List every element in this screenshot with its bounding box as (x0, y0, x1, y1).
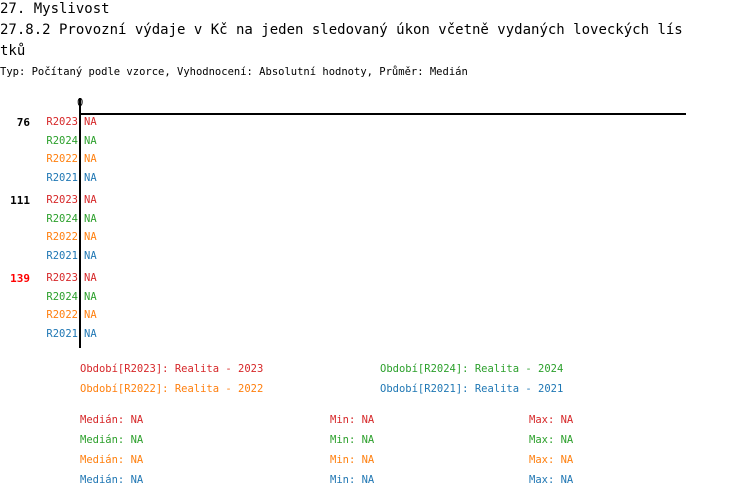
series-label: R2024 (46, 134, 78, 147)
stat-median: Medián: NA (80, 474, 144, 486)
value-label: NA (84, 171, 97, 184)
legend-entry: Období[R2021]: Realita - 2021 (380, 383, 564, 395)
stat-min: Min: NA (330, 454, 375, 466)
series-label: R2022 (46, 231, 78, 243)
group-label: 76 (16, 116, 30, 129)
value-label: NA (84, 116, 97, 128)
legend-entry: Období[R2024]: Realita - 2024 (380, 363, 564, 375)
chart-title-continued: tků (0, 43, 26, 59)
stat-max: Max: NA (529, 414, 574, 426)
stat-max: Max: NA (529, 434, 574, 446)
value-label: NA (84, 134, 97, 147)
group-label: 111 (10, 194, 30, 207)
value-label: NA (84, 212, 97, 225)
legend-entry: Období[R2022]: Realita - 2022 (80, 383, 264, 395)
series-label: R2022 (46, 309, 78, 321)
chart-subtitle: Typ: Počítaný podle vzorce, Vyhodnocení:… (0, 66, 468, 78)
section-title: 27. Myslivost (0, 1, 110, 17)
stat-median: Medián: NA (80, 414, 144, 426)
series-label: R2024 (46, 290, 78, 303)
series-label: R2023 (46, 116, 78, 128)
value-label: NA (84, 290, 97, 303)
value-label: NA (84, 249, 97, 262)
value-label: NA (84, 194, 97, 206)
stat-max: Max: NA (529, 454, 574, 466)
stat-min: Min: NA (330, 434, 375, 446)
value-label: NA (84, 231, 97, 243)
stat-min: Min: NA (330, 474, 375, 486)
chart-title: 27.8.2 Provozní výdaje v Kč na jeden sle… (0, 22, 683, 38)
value-label: NA (84, 309, 97, 321)
group-label: 139 (10, 272, 30, 285)
stat-max: Max: NA (529, 474, 574, 486)
series-label: R2024 (46, 212, 78, 225)
value-label: NA (84, 272, 97, 284)
x-axis-line (80, 113, 686, 115)
series-label: R2021 (46, 249, 78, 262)
stat-min: Min: NA (330, 414, 375, 426)
legend-entry: Období[R2023]: Realita - 2023 (80, 363, 264, 375)
value-label: NA (84, 153, 97, 165)
series-label: R2023 (46, 272, 78, 284)
series-label: R2022 (46, 153, 78, 165)
value-label: NA (84, 327, 97, 340)
series-label: R2021 (46, 327, 78, 340)
stat-median: Medián: NA (80, 434, 144, 446)
series-label: R2021 (46, 171, 78, 184)
series-label: R2023 (46, 194, 78, 206)
zero-axis-line (79, 98, 81, 348)
stat-median: Medián: NA (80, 454, 144, 466)
